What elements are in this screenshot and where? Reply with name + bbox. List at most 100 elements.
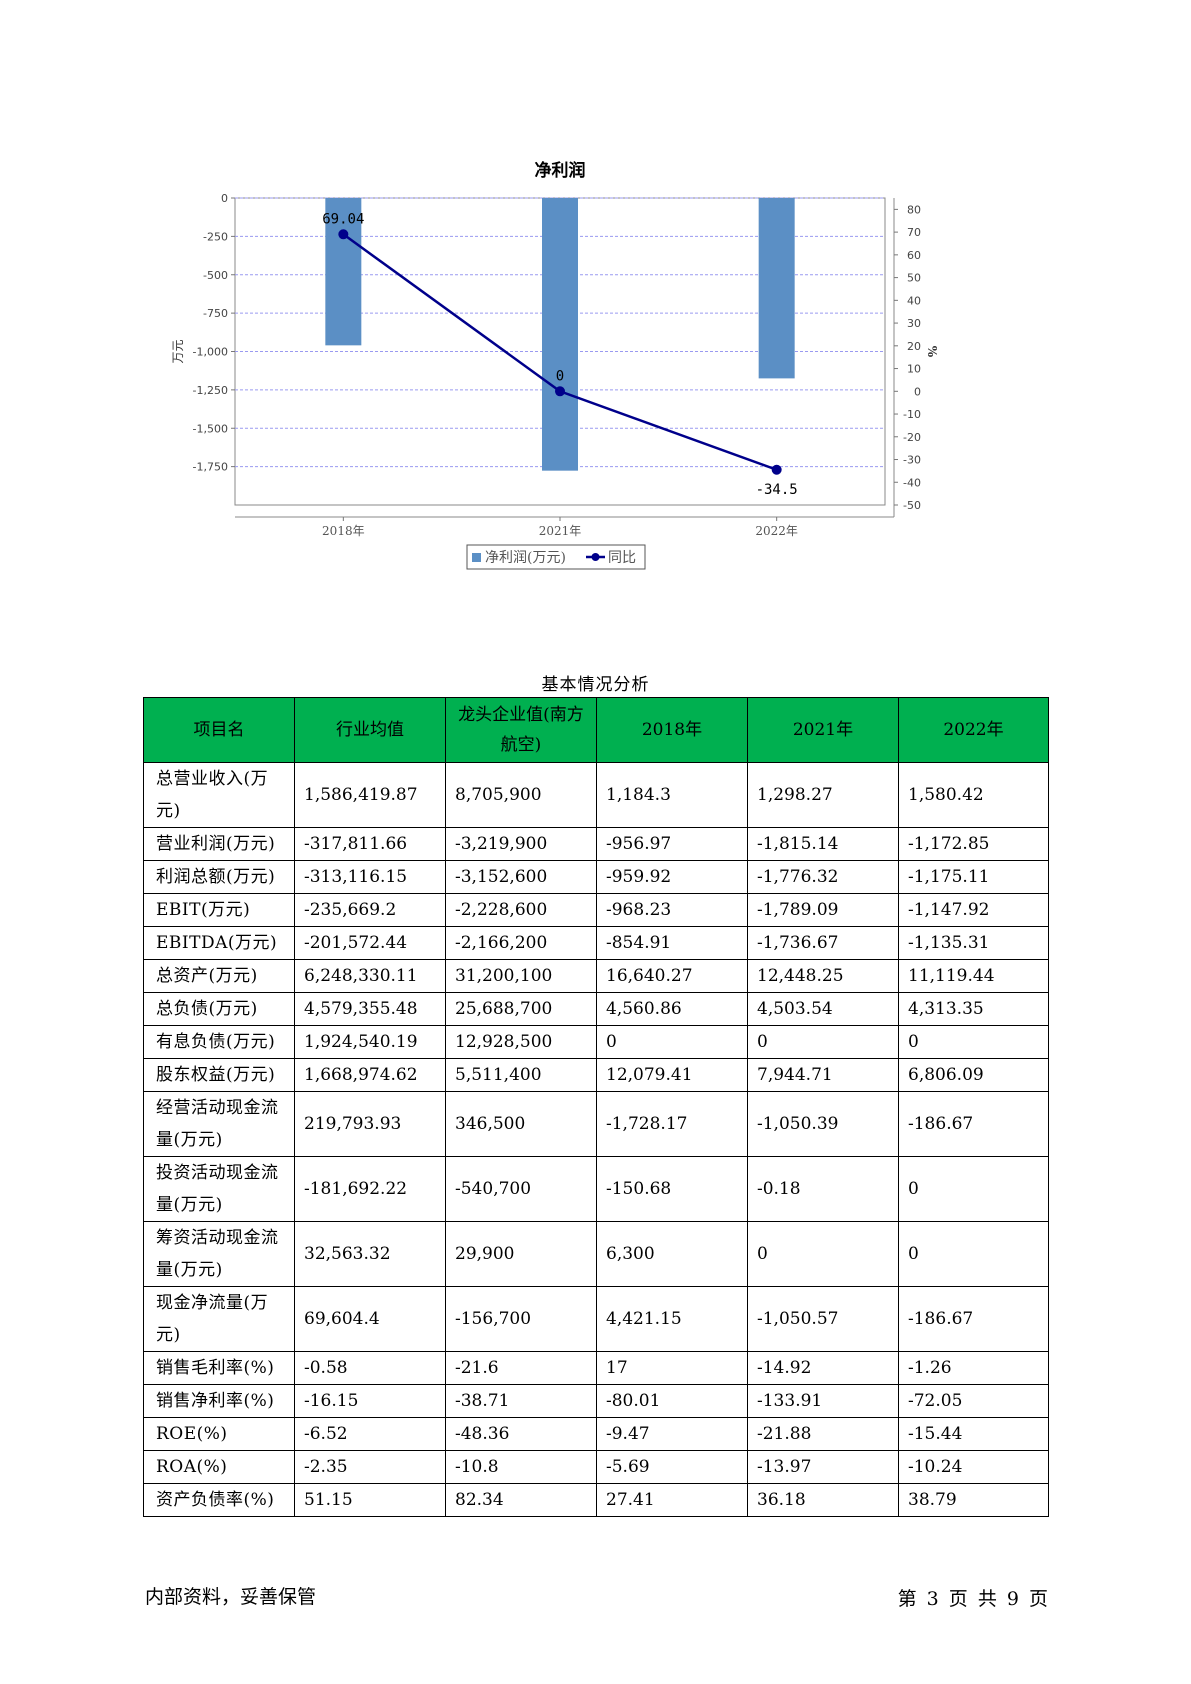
table-cell: -540,700 (445, 1156, 597, 1222)
header-year-2018: 2018年 (596, 697, 748, 763)
y2-tick-label: -20 (903, 431, 921, 444)
table-cell: 27.41 (596, 1483, 748, 1517)
table-cell: 11,119.44 (898, 959, 1049, 993)
table-cell: -1,050.57 (747, 1286, 899, 1352)
table-cell: 32,563.32 (294, 1221, 446, 1287)
row-label: 总负债(万元) (143, 992, 295, 1026)
table-cell: 82.34 (445, 1483, 597, 1517)
x-tick-label: 2018年 (322, 524, 365, 538)
table-cell: -38.71 (445, 1384, 597, 1418)
table-cell: 6,300 (596, 1221, 748, 1287)
row-label: 总资产(万元) (143, 959, 295, 993)
net-profit-bar (758, 198, 795, 379)
table-cell: 7,944.71 (747, 1058, 899, 1092)
y2-tick-label: 0 (914, 385, 921, 398)
table-cell: -1,815.14 (747, 827, 899, 861)
legend-box (466, 544, 646, 570)
table-cell: -21.6 (445, 1351, 597, 1385)
table-cell: -21.88 (747, 1417, 899, 1451)
table-cell: 12,928,500 (445, 1025, 597, 1059)
row-label: 经营活动现金流量(万元) (143, 1091, 295, 1157)
net-profit-bar (325, 198, 362, 346)
legend-line-marker (591, 553, 600, 561)
row-label: 有息负债(万元) (143, 1025, 295, 1059)
table-cell: 219,793.93 (294, 1091, 446, 1157)
table-cell: -1,789.09 (747, 893, 899, 927)
table-cell: -854.91 (596, 926, 748, 960)
table-cell: -14.92 (747, 1351, 899, 1385)
row-label: 投资活动现金流量(万元) (143, 1156, 295, 1222)
y-tick-label: -1,750 (193, 461, 228, 474)
table-cell: -16.15 (294, 1384, 446, 1418)
table-row: 现金净流量(万元) 69,604.4 -156,700 4,421.15 -1,050.… (143, 1286, 1049, 1352)
table-cell: 51.15 (294, 1483, 446, 1517)
table-row: ROE(%) -6.52 -48.36 -9.47 -21.88 -15.44 (143, 1417, 1049, 1451)
table-cell: -15.44 (898, 1417, 1049, 1451)
table-cell: -1,050.39 (747, 1091, 899, 1157)
row-label: 营业利润(万元) (143, 827, 295, 861)
table-cell: 346,500 (445, 1091, 597, 1157)
x-tick-label: 2021年 (539, 524, 582, 538)
table-cell: -13.97 (747, 1450, 899, 1484)
yoy-point (771, 464, 782, 475)
table-cell: 1,668,974.62 (294, 1058, 446, 1092)
table-cell: -156,700 (445, 1286, 597, 1352)
table-cell: -313,116.15 (294, 860, 446, 894)
y-tick-label: -750 (203, 307, 228, 320)
y-tick-label: -500 (203, 269, 228, 282)
net-profit-bar (542, 198, 578, 471)
table-cell: -186.67 (898, 1091, 1049, 1157)
table-cell: 4,313.35 (898, 992, 1049, 1026)
table-cell: 17 (596, 1351, 748, 1385)
y2-tick-label: 70 (907, 226, 921, 239)
y2-tick-label: -10 (903, 408, 921, 421)
table-cell: -186.67 (898, 1286, 1049, 1352)
table-cell: -48.36 (445, 1417, 597, 1451)
net-profit-chart-svg: 净利润0-250-500-750-1,000-1,250-1,500-1,750… (171, 160, 939, 570)
table-cell: 69,604.4 (294, 1286, 446, 1352)
table-cell: 29,900 (445, 1221, 597, 1287)
table-row: EBITDA(万元) -201,572.44 -2,166,200 -854.91 -1… (143, 926, 1049, 960)
footer-confidential-note: 内部资料，妥善保管 (145, 1586, 317, 1608)
table-cell: 0 (898, 1025, 1049, 1059)
row-label: EBITDA(万元) (143, 926, 295, 960)
table-cell: 25,688,700 (445, 992, 597, 1026)
table-row: ROA(%) -2.35 -10.8 -5.69 -13.97 -10.24 (143, 1450, 1049, 1484)
table-row: 利润总额(万元) -313,116.15 -3,152,600 -959.92 -1,7… (143, 860, 1049, 894)
table-row: 总资产(万元) 6,248,330.11 31,200,100 16,640.27 12… (143, 959, 1049, 993)
table-row: EBIT(万元) -235,669.2 -2,228,600 -968.23 -1,78… (143, 893, 1049, 927)
y2-tick-label: 20 (907, 340, 921, 353)
table-cell: -6.52 (294, 1417, 446, 1451)
header-leader-value: 龙头企业值(南方航空) (445, 697, 597, 763)
table-cell: -2.35 (294, 1450, 446, 1484)
table-cell: 1,298.27 (747, 762, 899, 828)
table-cell: 1,586,419.87 (294, 762, 446, 828)
table-cell: -10.24 (898, 1450, 1049, 1484)
table-row: 资产负债率(%) 51.15 82.34 27.41 36.18 38.79 (143, 1483, 1049, 1517)
table-cell: -133.91 (747, 1384, 899, 1418)
row-label: ROA(%) (143, 1450, 295, 1484)
table-body: 总营业收入(万元) 1,586,419.87 8,705,900 1,184.3 1,2… (143, 762, 1049, 1517)
table-row: 有息负债(万元) 1,924,540.19 12,928,500 0 0 0 (143, 1025, 1049, 1059)
y2-tick-label: 40 (907, 294, 921, 307)
table-cell: -150.68 (596, 1156, 748, 1222)
y-tick-label: -1,250 (193, 384, 228, 397)
net-profit-chart: 净利润 0 -250 -500 -750 -1,000 -1,250 -1,500 -1,750… (170, 160, 1020, 620)
row-label: 销售毛利率(%) (143, 1351, 295, 1385)
yoy-data-label: 69.04 (322, 211, 364, 227)
row-label: 销售净利率(%) (143, 1384, 295, 1418)
y-tick-label: -250 (203, 230, 228, 243)
table-cell: 4,579,355.48 (294, 992, 446, 1026)
table-row: 销售净利率(%) -16.15 -38.71 -80.01 -133.91 -72.05 (143, 1384, 1049, 1418)
y2-tick-label: -30 (903, 454, 921, 467)
table-cell: 12,448.25 (747, 959, 899, 993)
y2-tick-label: 30 (907, 317, 921, 330)
yoy-data-label: -34.5 (756, 482, 798, 498)
table-cell: -1.26 (898, 1351, 1049, 1385)
table-cell: -3,152,600 (445, 860, 597, 894)
row-label: EBIT(万元) (143, 893, 295, 927)
legend-bar-swatch (472, 553, 481, 562)
y-tick-label: -1,500 (193, 422, 228, 435)
table-cell: 6,806.09 (898, 1058, 1049, 1092)
row-label: 总营业收入(万元) (143, 762, 295, 828)
